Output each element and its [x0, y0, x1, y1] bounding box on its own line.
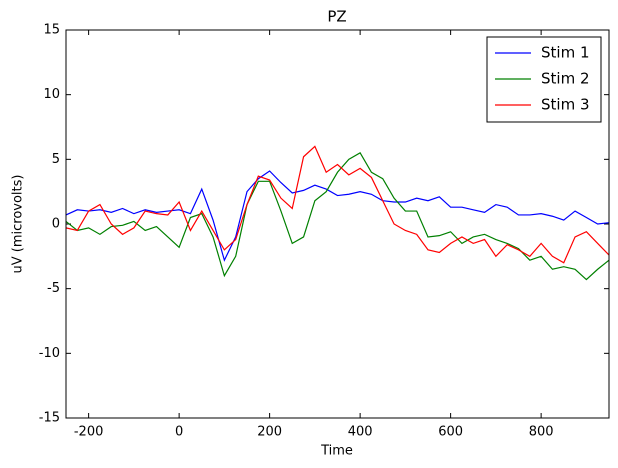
y-tick-label: -15 [39, 411, 60, 426]
legend-label: Stim 2 [541, 70, 590, 88]
x-tick-label: -200 [74, 425, 104, 440]
x-tick-label: 200 [257, 425, 282, 440]
x-tick-label: 800 [529, 425, 554, 440]
x-tick-label: 400 [348, 425, 373, 440]
chart-title: PZ [327, 8, 346, 26]
legend-label: Stim 1 [541, 44, 590, 62]
y-tick-label: 0 [52, 217, 60, 232]
legend-label: Stim 3 [541, 96, 590, 114]
y-tick-label: 5 [52, 152, 60, 167]
y-tick-label: -10 [39, 346, 60, 361]
y-tick-label: 10 [43, 87, 60, 102]
x-tick-label: 0 [175, 425, 183, 440]
y-axis-label: uV (microvolts) [11, 175, 26, 274]
data-line [65, 145, 610, 264]
x-tick-label: 600 [438, 425, 463, 440]
y-tick-label: 15 [43, 23, 60, 38]
y-tick-label: -5 [47, 281, 60, 296]
data-line [65, 152, 610, 281]
legend-box [486, 36, 602, 123]
data-line [65, 170, 610, 262]
x-axis-label: Time [320, 444, 353, 459]
plot-frame [65, 29, 610, 419]
